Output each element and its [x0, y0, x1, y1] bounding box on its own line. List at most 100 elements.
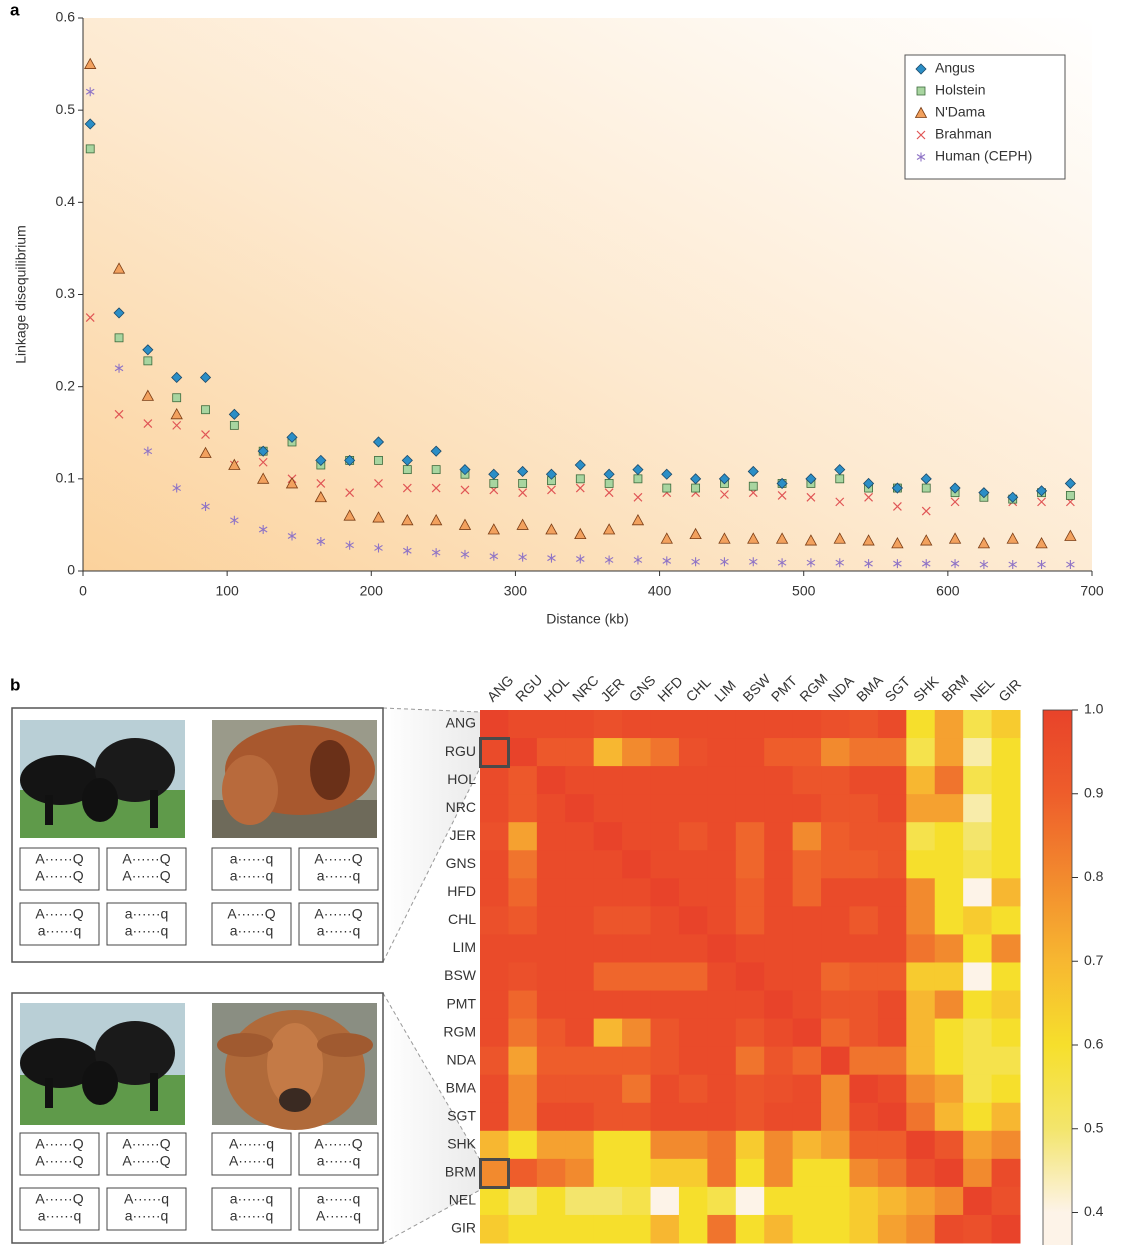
column-label: BMA: [853, 672, 886, 705]
heatmap-cell: [849, 822, 878, 851]
heatmap-cell: [622, 738, 651, 767]
heatmap-cell: [793, 962, 822, 991]
heatmap-cell: [793, 1047, 822, 1076]
column-label: LIM: [711, 677, 739, 705]
heatmap-cell: [651, 1019, 680, 1048]
legend-label: N'Dama: [935, 104, 985, 120]
heatmap-cell: [935, 1215, 964, 1244]
heatmap-cell: [537, 991, 566, 1020]
heatmap-cell: [764, 738, 793, 767]
genotype-text: A······Q: [35, 906, 83, 922]
heatmap-cell: [935, 1159, 964, 1188]
y-tick-label: 0.1: [56, 470, 76, 486]
heatmap-cell: [992, 962, 1021, 991]
heatmap-cell: [622, 934, 651, 963]
heatmap-cell: [622, 822, 651, 851]
heatmap-cell: [651, 766, 680, 795]
heatmap-cell: [906, 1159, 935, 1188]
marker: [403, 466, 411, 474]
genotype-text: a······q: [38, 1208, 82, 1224]
legend-marker: [917, 87, 925, 95]
genotype-text: A······q: [124, 1191, 169, 1207]
photo-brahman: [212, 1003, 377, 1130]
heatmap-cell: [565, 1103, 594, 1132]
photo-angus: [20, 720, 185, 838]
heatmap-cell: [480, 962, 509, 991]
heatmap-cell: [594, 794, 623, 823]
heatmap-cell: [480, 794, 509, 823]
heatmap-cell: [537, 710, 566, 739]
row-label: ANG: [446, 715, 476, 731]
heatmap-cell: [849, 906, 878, 935]
colorbar-label: 0.7: [1084, 952, 1104, 968]
heatmap-cell: [565, 1075, 594, 1104]
heatmap-cell: [821, 1103, 850, 1132]
heatmap-cell: [594, 991, 623, 1020]
heatmap-cell: [992, 1215, 1021, 1244]
heatmap-cell: [793, 1103, 822, 1132]
heatmap-cell: [736, 1047, 765, 1076]
heatmap-cell: [821, 850, 850, 879]
heatmap-cell: [992, 738, 1021, 767]
heatmap-cell: [878, 1215, 907, 1244]
heatmap-cell: [594, 766, 623, 795]
heatmap-cell: [878, 1047, 907, 1076]
heatmap-cell: [963, 1047, 992, 1076]
heatmap-cell: [906, 1047, 935, 1076]
heatmap-cell: [594, 878, 623, 907]
heatmap-cell: [736, 934, 765, 963]
heatmap-cell: [537, 822, 566, 851]
heatmap-cell: [594, 710, 623, 739]
heatmap-cell: [480, 878, 509, 907]
heatmap-cell: [935, 934, 964, 963]
heatmap-cell: [622, 1047, 651, 1076]
genotype-text: a······q: [317, 1153, 361, 1169]
heatmap-cell: [679, 1215, 708, 1244]
heatmap-cell: [537, 738, 566, 767]
column-label: RGU: [512, 671, 545, 704]
heatmap-cell: [594, 738, 623, 767]
heatmap-cell: [849, 1103, 878, 1132]
genotype-text: a······q: [317, 923, 361, 939]
heatmap-cell: [849, 766, 878, 795]
heatmap-cell: [935, 991, 964, 1020]
heatmap-cell: [508, 906, 537, 935]
column-label: GIR: [995, 676, 1024, 705]
heatmap-cell: [480, 1215, 509, 1244]
heatmap-cell: [878, 1103, 907, 1132]
heatmap-cell: [707, 906, 736, 935]
heatmap-cell: [764, 1159, 793, 1188]
genotype-text: A······Q: [35, 851, 83, 867]
heatmap-cell: [736, 794, 765, 823]
heatmap-cell: [565, 878, 594, 907]
genotype-text: A······Q: [122, 868, 170, 884]
heatmap-cell: [906, 1187, 935, 1216]
marker: [374, 456, 382, 464]
heatmap-cell: [992, 934, 1021, 963]
heatmap-cell: [793, 850, 822, 879]
heatmap-cell: [679, 1047, 708, 1076]
heatmap-cell: [963, 822, 992, 851]
heatmap-cell: [707, 794, 736, 823]
heatmap-cell: [878, 878, 907, 907]
heatmap-cell: [594, 850, 623, 879]
heatmap-cell: [935, 738, 964, 767]
heatmap-cell: [992, 1159, 1021, 1188]
column-label: PMT: [768, 672, 801, 705]
heatmap-cell: [537, 850, 566, 879]
heatmap-cell: [963, 1215, 992, 1244]
x-axis-label: Distance (kb): [546, 611, 628, 627]
heatmap-cell: [906, 794, 935, 823]
heatmap-cell: [508, 1019, 537, 1048]
heatmap-cell: [736, 1131, 765, 1160]
heatmap-cell: [963, 1103, 992, 1132]
heatmap-cell: [764, 934, 793, 963]
heatmap-cell: [594, 1187, 623, 1216]
heatmap-cell: [537, 1159, 566, 1188]
column-label: ANG: [484, 672, 517, 705]
heatmap-cell: [849, 878, 878, 907]
heatmap-cell: [963, 1187, 992, 1216]
genotype-text: A······Q: [122, 1153, 170, 1169]
heatmap-cell: [594, 1019, 623, 1048]
x-tick-label: 100: [215, 583, 239, 599]
